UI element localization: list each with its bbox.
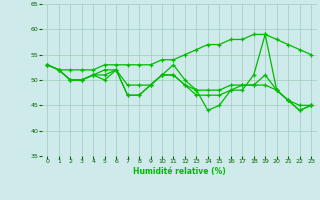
X-axis label: Humidité relative (%): Humidité relative (%) bbox=[133, 167, 226, 176]
